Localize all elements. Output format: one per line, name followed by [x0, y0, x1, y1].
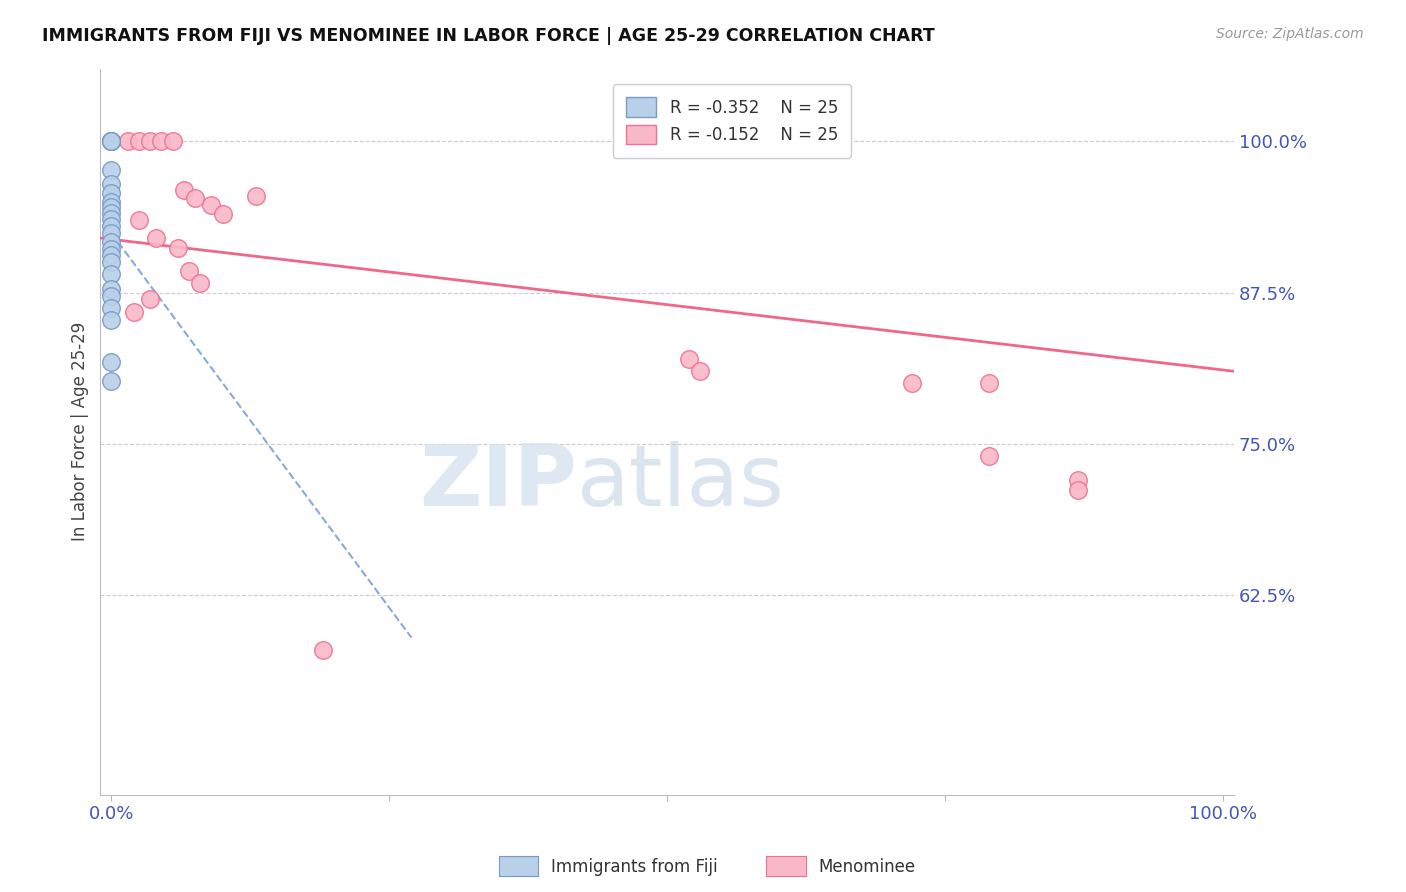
Point	[245, 188, 267, 202]
Point	[100, 186, 122, 201]
Point	[100, 177, 122, 191]
Point	[689, 364, 711, 378]
Point	[100, 248, 122, 262]
Text: Immigrants from Fiji: Immigrants from Fiji	[551, 858, 718, 876]
Point	[100, 134, 122, 148]
Point	[100, 255, 122, 269]
Point	[100, 313, 122, 327]
Point	[150, 134, 173, 148]
Point	[173, 183, 195, 197]
Point	[100, 226, 122, 240]
Text: Menominee: Menominee	[818, 858, 915, 876]
Point	[179, 264, 201, 278]
Point	[100, 163, 122, 178]
Point	[190, 276, 212, 290]
Point	[100, 268, 122, 282]
Point	[979, 449, 1001, 463]
Point	[678, 352, 700, 367]
Point	[100, 289, 122, 303]
Point	[100, 354, 122, 368]
Point	[100, 242, 122, 256]
Y-axis label: In Labor Force | Age 25-29: In Labor Force | Age 25-29	[72, 322, 89, 541]
Point	[100, 219, 122, 233]
Point	[100, 134, 122, 148]
Text: IMMIGRANTS FROM FIJI VS MENOMINEE IN LABOR FORCE | AGE 25-29 CORRELATION CHART: IMMIGRANTS FROM FIJI VS MENOMINEE IN LAB…	[42, 27, 935, 45]
Point	[1067, 473, 1090, 487]
Point	[128, 134, 150, 148]
Point	[167, 241, 190, 255]
Point	[100, 134, 122, 148]
Point	[311, 642, 333, 657]
Legend: R = -0.352    N = 25, R = -0.152    N = 25: R = -0.352 N = 25, R = -0.152 N = 25	[613, 84, 852, 158]
Point	[184, 191, 207, 205]
Point	[122, 305, 145, 319]
Point	[145, 231, 167, 245]
Point	[100, 282, 122, 296]
Point	[128, 213, 150, 227]
Point	[1067, 483, 1090, 497]
Point	[100, 134, 122, 148]
Point	[200, 198, 222, 212]
Point	[100, 205, 122, 219]
Point	[100, 374, 122, 388]
Point	[162, 134, 184, 148]
Point	[100, 194, 122, 209]
Point	[979, 376, 1001, 391]
Text: ZIP: ZIP	[419, 442, 576, 524]
Point	[117, 134, 139, 148]
Point	[100, 200, 122, 214]
Point	[100, 211, 122, 226]
Text: Source: ZipAtlas.com: Source: ZipAtlas.com	[1216, 27, 1364, 41]
Point	[100, 235, 122, 249]
Point	[139, 292, 162, 306]
Text: atlas: atlas	[576, 442, 785, 524]
Point	[139, 134, 162, 148]
Point	[211, 207, 233, 221]
Point	[100, 301, 122, 316]
Point	[100, 134, 122, 148]
Point	[900, 376, 922, 391]
